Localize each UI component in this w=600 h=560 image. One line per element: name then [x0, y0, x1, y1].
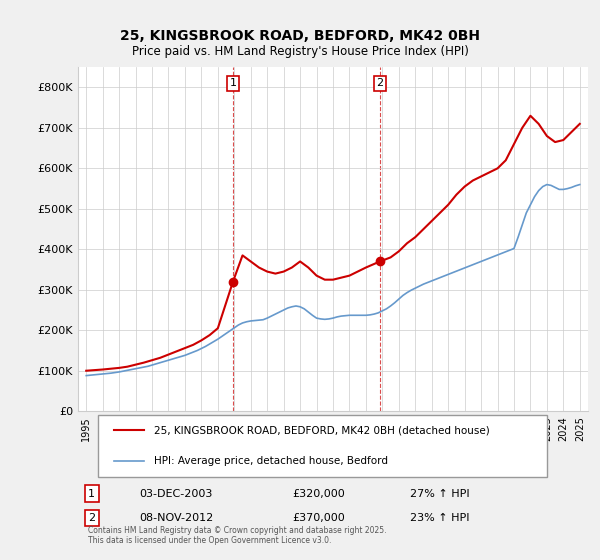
Text: 23% ↑ HPI: 23% ↑ HPI	[409, 513, 469, 523]
Text: HPI: Average price, detached house, Bedford: HPI: Average price, detached house, Bedf…	[155, 456, 389, 466]
Text: 1: 1	[229, 78, 236, 88]
Text: £370,000: £370,000	[292, 513, 345, 523]
Text: 2: 2	[376, 78, 383, 88]
Text: £320,000: £320,000	[292, 489, 345, 499]
Text: 2: 2	[88, 513, 95, 523]
Text: 25, KINGSBROOK ROAD, BEDFORD, MK42 0BH (detached house): 25, KINGSBROOK ROAD, BEDFORD, MK42 0BH (…	[155, 426, 490, 436]
Text: 27% ↑ HPI: 27% ↑ HPI	[409, 489, 469, 499]
Text: Contains HM Land Registry data © Crown copyright and database right 2025.
This d: Contains HM Land Registry data © Crown c…	[88, 526, 387, 545]
Text: 1: 1	[88, 489, 95, 499]
Text: 08-NOV-2012: 08-NOV-2012	[139, 513, 214, 523]
Text: 25, KINGSBROOK ROAD, BEDFORD, MK42 0BH: 25, KINGSBROOK ROAD, BEDFORD, MK42 0BH	[120, 29, 480, 44]
Text: 03-DEC-2003: 03-DEC-2003	[139, 489, 212, 499]
Text: Price paid vs. HM Land Registry's House Price Index (HPI): Price paid vs. HM Land Registry's House …	[131, 45, 469, 58]
FancyBboxPatch shape	[98, 414, 547, 477]
